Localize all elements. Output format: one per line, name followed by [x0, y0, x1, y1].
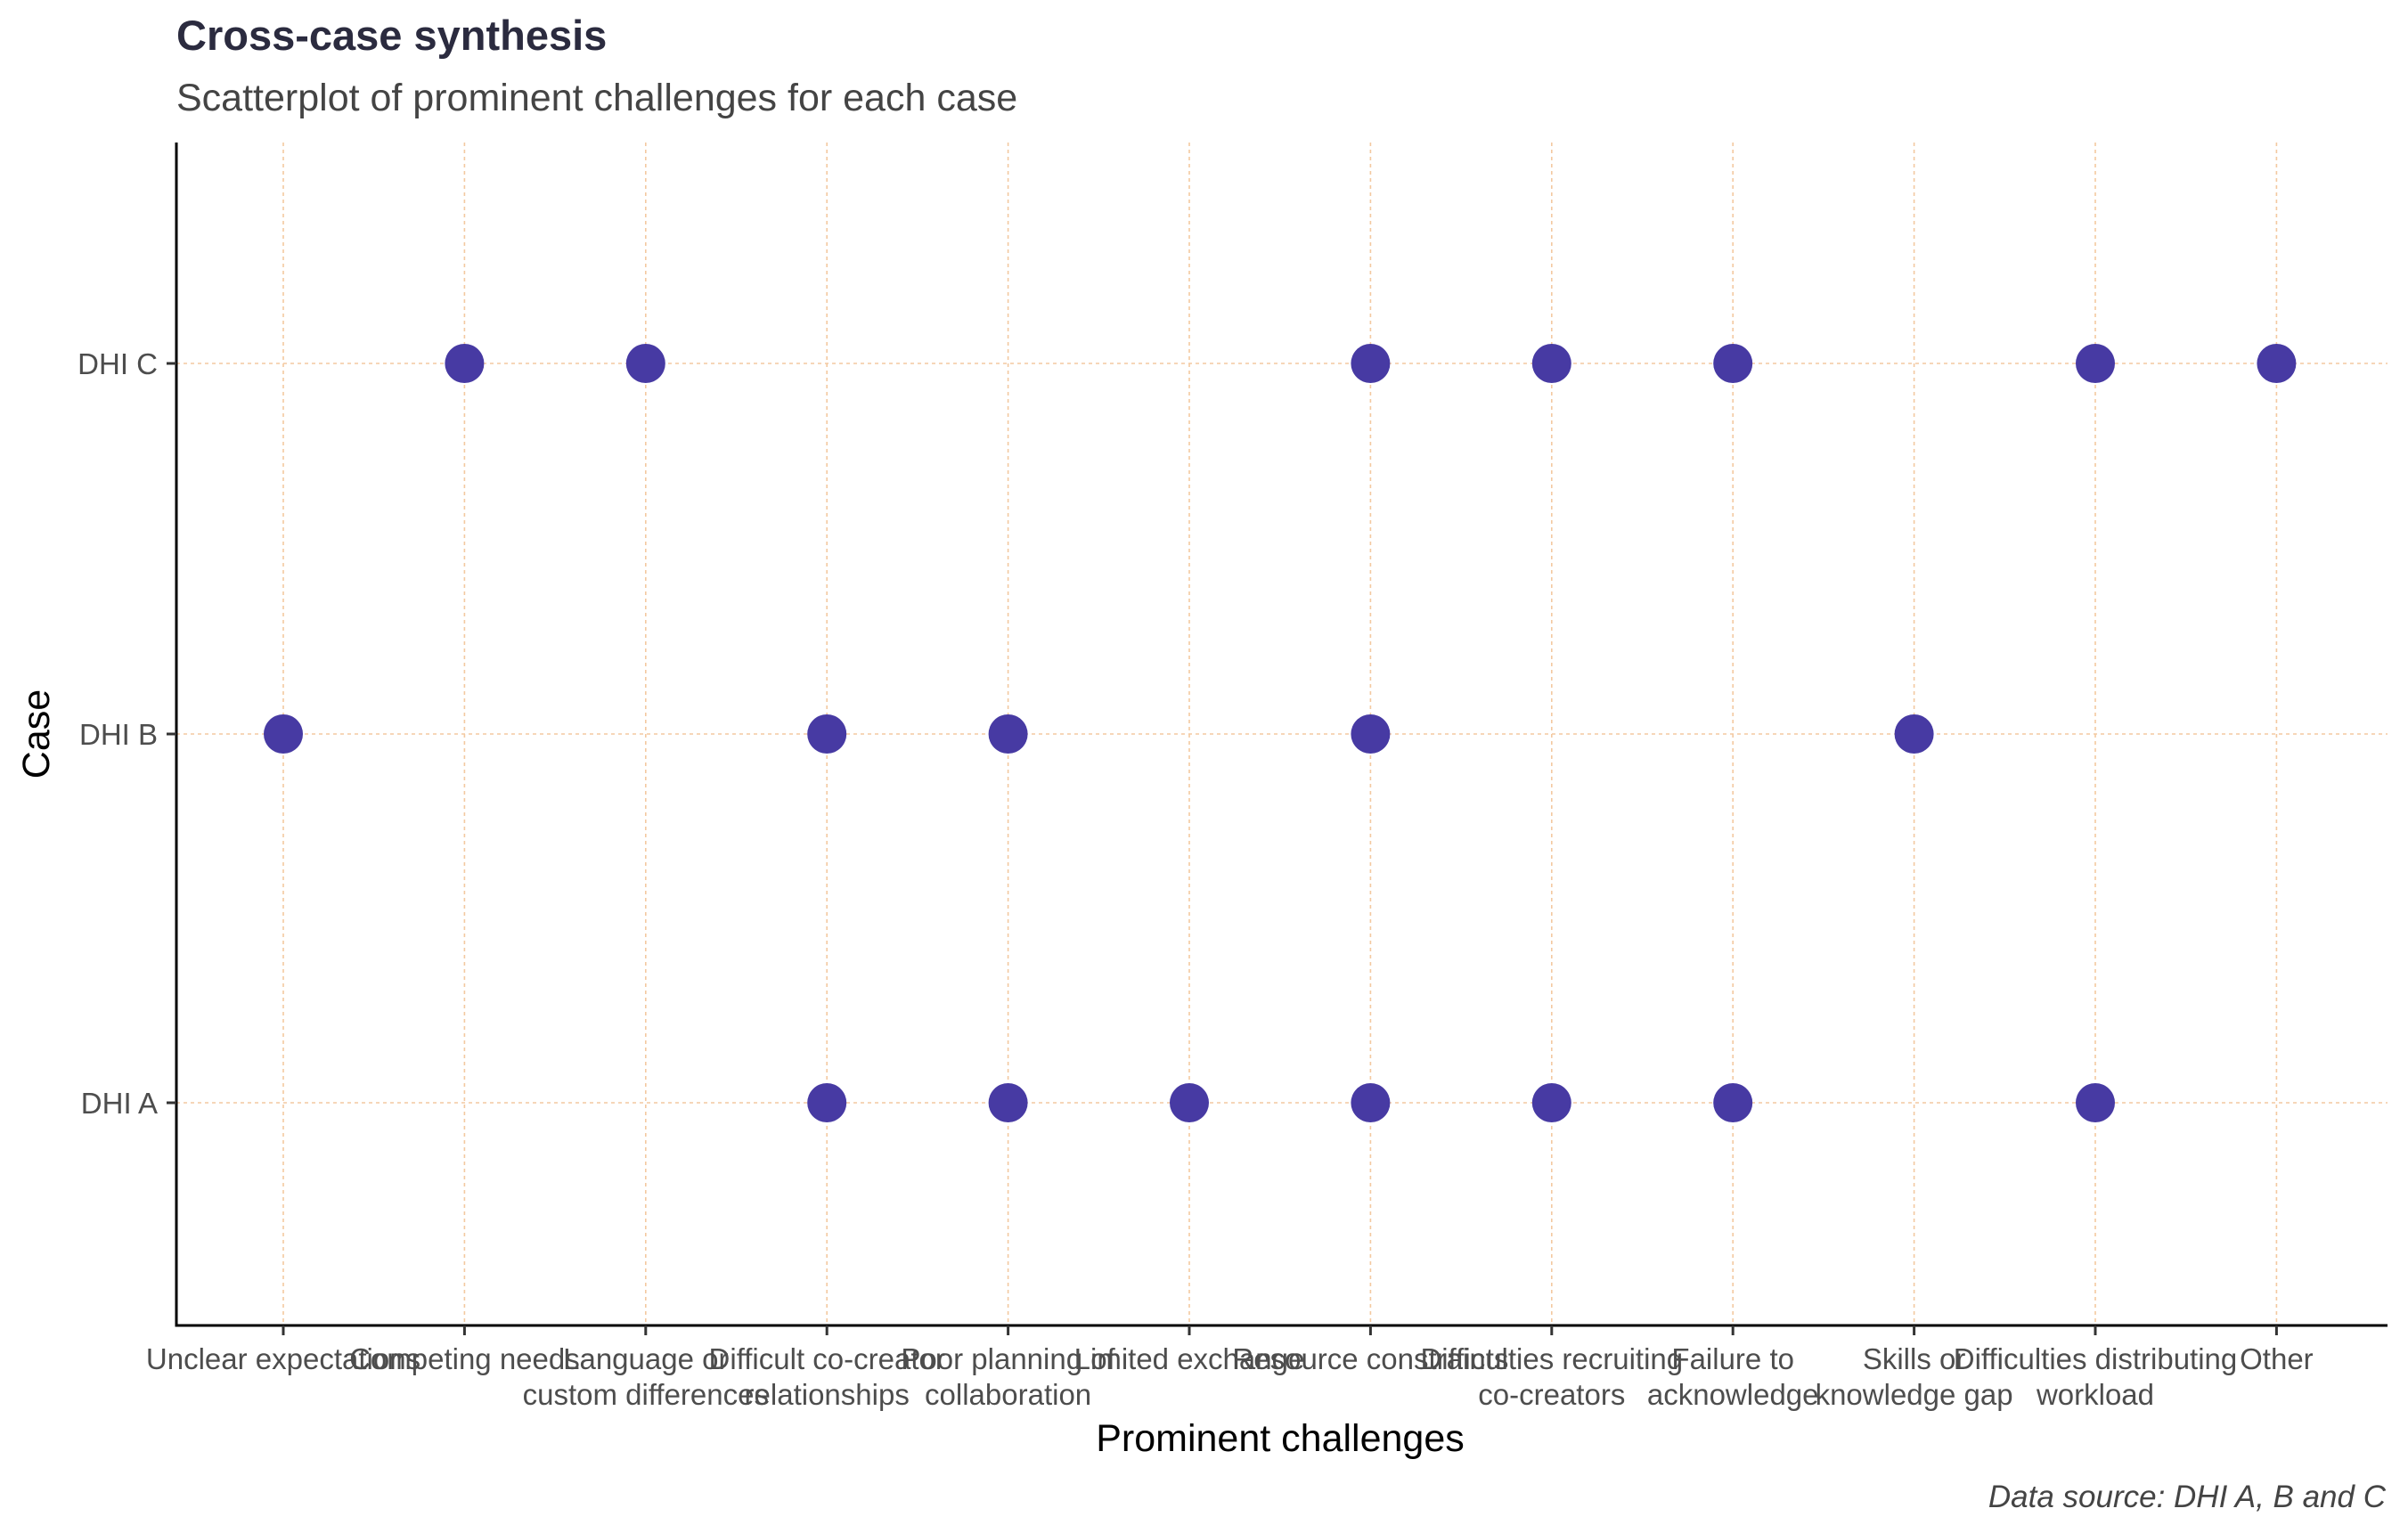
- y-tick-label: DHI C: [78, 347, 158, 380]
- x-tick-label-line: knowledge gap: [1816, 1378, 2013, 1411]
- x-tick-label: Competing needs: [349, 1342, 580, 1375]
- x-tick-label: Language or custom differences: [523, 1342, 769, 1411]
- y-tick-label: DHI A: [81, 1087, 158, 1120]
- x-tick-label: Difficulties distributing workload: [1954, 1342, 2238, 1411]
- data-point: [445, 344, 485, 383]
- x-tick-label-line: Limited exchange: [1074, 1342, 1305, 1375]
- x-tick-label: Limited exchange: [1074, 1342, 1305, 1375]
- chart-subtitle: Scatterplot of prominent challenges for …: [176, 77, 1017, 119]
- x-tick-label-line: relationships: [745, 1378, 910, 1411]
- y-tick-label: DHI B: [79, 718, 158, 751]
- data-point: [625, 344, 665, 383]
- data-point: [1713, 344, 1753, 383]
- x-tick-label: Difficulties recruiting co-creators: [1420, 1342, 1683, 1411]
- data-point: [1351, 714, 1391, 754]
- x-tick-label: Poor planning of collaboration: [901, 1342, 1115, 1411]
- data-point: [988, 1083, 1028, 1122]
- x-tick-label-line: Poor planning of: [901, 1342, 1115, 1375]
- data-point: [1531, 1083, 1571, 1122]
- data-point: [2076, 1083, 2115, 1122]
- x-tick-label-line: Language or: [563, 1342, 728, 1375]
- data-point: [807, 1083, 847, 1122]
- data-point: [1351, 344, 1391, 383]
- x-tick-label-line: Difficult co-creator: [709, 1342, 945, 1375]
- x-tick-label-line: Unclear expectations: [146, 1342, 420, 1375]
- x-tick-label: Difficult co-creator relationships: [709, 1342, 945, 1411]
- data-point: [1531, 344, 1571, 383]
- x-tick-label: Failure to acknowledge: [1647, 1342, 1819, 1411]
- data-point: [1170, 1083, 1209, 1122]
- x-tick-label-line: workload: [2036, 1378, 2154, 1411]
- data-point: [988, 714, 1028, 754]
- x-tick-label-line: collaboration: [925, 1378, 1091, 1411]
- x-tick-label-line: Competing needs: [349, 1342, 580, 1375]
- axes: [167, 143, 2388, 1335]
- x-axis-title: Prominent challenges: [1096, 1417, 1465, 1460]
- x-tick-label-line: Resource constraints: [1232, 1342, 1508, 1375]
- x-tick-label: Skills or knowledge gap: [1816, 1342, 2013, 1411]
- data-point: [1894, 714, 1934, 754]
- x-tick-label-line: Skills or: [1863, 1342, 1966, 1375]
- data-point: [1351, 1083, 1391, 1122]
- x-tick-label: Unclear expectations: [146, 1342, 420, 1375]
- x-tick-label: Resource constraints: [1232, 1342, 1508, 1375]
- y-axis-title: Case: [15, 689, 58, 779]
- y-tick-labels: DHI A DHI B DHI C: [78, 347, 158, 1120]
- data-point: [1713, 1083, 1753, 1122]
- data-source-caption: Data source: DHI A, B and C: [1988, 1480, 2387, 1514]
- data-point: [2076, 344, 2115, 383]
- chart-title: Cross-case synthesis: [176, 12, 607, 59]
- x-tick-label-line: Other: [2240, 1342, 2314, 1375]
- x-tick-label-line: Difficulties recruiting: [1420, 1342, 1683, 1375]
- data-points: [264, 344, 2297, 1122]
- data-point: [807, 714, 847, 754]
- x-tick-label-line: Failure to: [1671, 1342, 1794, 1375]
- x-tick-label: Other: [2240, 1342, 2314, 1375]
- x-tick-label-line: custom differences: [523, 1378, 769, 1411]
- data-point: [2257, 344, 2297, 383]
- x-tick-label-line: co-creators: [1478, 1378, 1625, 1411]
- data-point: [264, 714, 303, 754]
- x-tick-label-line: acknowledge: [1647, 1378, 1819, 1411]
- x-tick-label-line: Difficulties distributing: [1954, 1342, 2238, 1375]
- gridlines: [176, 143, 2388, 1325]
